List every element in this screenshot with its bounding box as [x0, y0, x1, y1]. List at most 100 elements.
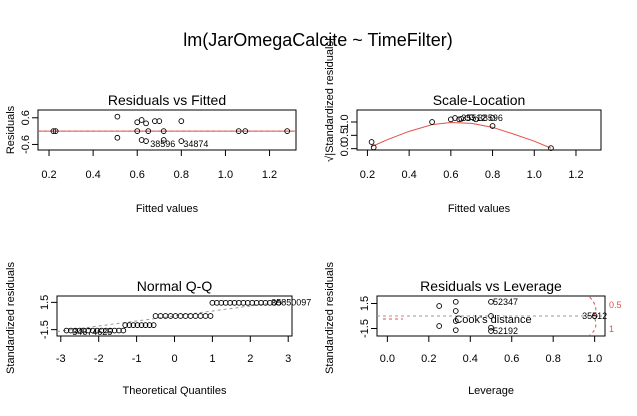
point-label: 35512 — [461, 113, 486, 123]
data-point — [50, 128, 57, 134]
data-point — [146, 322, 153, 328]
y-tick-label: -1.5 — [359, 319, 371, 338]
data-point — [548, 145, 554, 151]
plot-frame — [37, 109, 297, 151]
data-point — [177, 313, 184, 319]
y-axis-label: Residuals — [5, 105, 17, 154]
x-tick-label: 0.6 — [504, 353, 519, 365]
data-point — [138, 322, 145, 328]
x-tick-label: -2 — [94, 353, 104, 365]
y-axis-label: √|Standardized residuals| — [324, 38, 336, 162]
data-point — [202, 313, 209, 319]
data-point — [429, 119, 435, 125]
point-label: 38596 — [478, 113, 503, 123]
x-tick-label: 0.6 — [130, 169, 145, 181]
x-tick-label: 0 — [171, 353, 177, 365]
x-tick-label: -3 — [56, 353, 66, 365]
panel-2: Scale-Location Fitted values √|Standardize… — [324, 38, 602, 215]
y-tick-label: 1.5 — [39, 295, 51, 310]
plot-frame — [356, 109, 602, 151]
data-point — [156, 118, 163, 124]
point-label: 35850097 — [271, 297, 311, 307]
data-point — [122, 322, 129, 328]
x-tick-label: 0.8 — [174, 169, 189, 181]
panel-title: Normal Q-Q — [137, 278, 213, 294]
y-tick-label: 0.5 — [339, 128, 351, 143]
x-axis-label: Theoretical Quantiles — [123, 385, 227, 397]
data-point — [489, 123, 496, 129]
x-tick-label: 0.4 — [463, 353, 478, 365]
data-point — [275, 299, 282, 306]
data-point — [120, 327, 127, 334]
panel-title: Residuals vs Leverage — [420, 278, 562, 294]
data-point — [138, 117, 145, 123]
x-axis-label: Leverage — [468, 385, 514, 397]
data-point — [178, 138, 185, 144]
x-tick-label: 0.8 — [485, 169, 500, 181]
cook-level-label: 0.5 — [609, 300, 622, 310]
y-tick-label: 1.0 — [339, 114, 351, 129]
data-point — [452, 298, 459, 305]
point-label: 34874 — [183, 139, 208, 149]
data-point — [452, 327, 459, 334]
data-point — [52, 128, 59, 134]
data-point — [134, 119, 141, 126]
data-point — [452, 318, 459, 324]
legend-label: Cook's distance — [454, 314, 531, 326]
data-point — [488, 328, 494, 334]
data-point — [284, 128, 291, 134]
x-tick-label: 1.0 — [218, 169, 233, 181]
x-tick-label: 0.2 — [421, 353, 436, 365]
x-tick-label: 1.0 — [587, 353, 602, 365]
data-point — [126, 322, 133, 328]
data-point — [134, 128, 141, 134]
data-point — [488, 298, 494, 305]
x-tick-label: 1.2 — [568, 169, 583, 181]
data-point — [160, 137, 167, 143]
panel-1: Residuals vs Fitted Fitted values Residual… — [5, 92, 297, 215]
data-point — [436, 303, 443, 309]
data-point — [489, 115, 496, 121]
data-point — [473, 116, 479, 123]
y-axis-label: Standardized residuals — [324, 262, 336, 374]
point-label: 52347 — [493, 297, 518, 307]
data-point — [114, 113, 121, 120]
point-label: 52192 — [493, 326, 518, 336]
data-point — [160, 128, 167, 134]
data-point — [130, 322, 137, 328]
y-tick-label: 0.6 — [20, 110, 32, 125]
x-axis-label: Fitted values — [136, 203, 199, 215]
data-point — [150, 322, 157, 328]
data-point — [207, 313, 214, 319]
data-point — [370, 144, 377, 151]
y-tick-label: 0.0 — [339, 141, 351, 156]
data-point — [197, 313, 204, 319]
x-tick-label: 2 — [247, 353, 253, 365]
data-point — [143, 138, 149, 144]
panel-title: Scale-Location — [433, 92, 526, 108]
data-point — [192, 313, 199, 319]
x-tick-label: 1.2 — [262, 169, 277, 181]
data-point — [114, 134, 121, 141]
x-tick-label: 0.2 — [41, 169, 56, 181]
panel-3: Normal Q-Q Theoretical Quantiles Standardi… — [5, 262, 311, 397]
point-label: 38596 — [150, 139, 175, 149]
data-point — [488, 324, 494, 331]
x-tick-label: 1 — [209, 353, 215, 365]
x-tick-label: 0.2 — [360, 169, 375, 181]
data-point — [235, 128, 242, 134]
data-point — [488, 313, 494, 319]
point-label: 35512 — [582, 311, 607, 321]
x-tick-label: 0.8 — [546, 353, 561, 365]
data-point — [452, 308, 459, 314]
figure-title: lm(JarOmegaCalcite ~ TimeFilter) — [183, 30, 453, 50]
data-point — [182, 313, 189, 319]
data-point — [152, 313, 159, 319]
data-point — [242, 128, 249, 134]
y-tick-label: -1.5 — [39, 320, 51, 339]
x-tick-label: 0.0 — [380, 353, 395, 365]
x-tick-label: -1 — [132, 353, 142, 365]
data-point — [464, 115, 471, 121]
panel-4: Residuals vs Leverage Leverage Standardize… — [324, 262, 622, 397]
